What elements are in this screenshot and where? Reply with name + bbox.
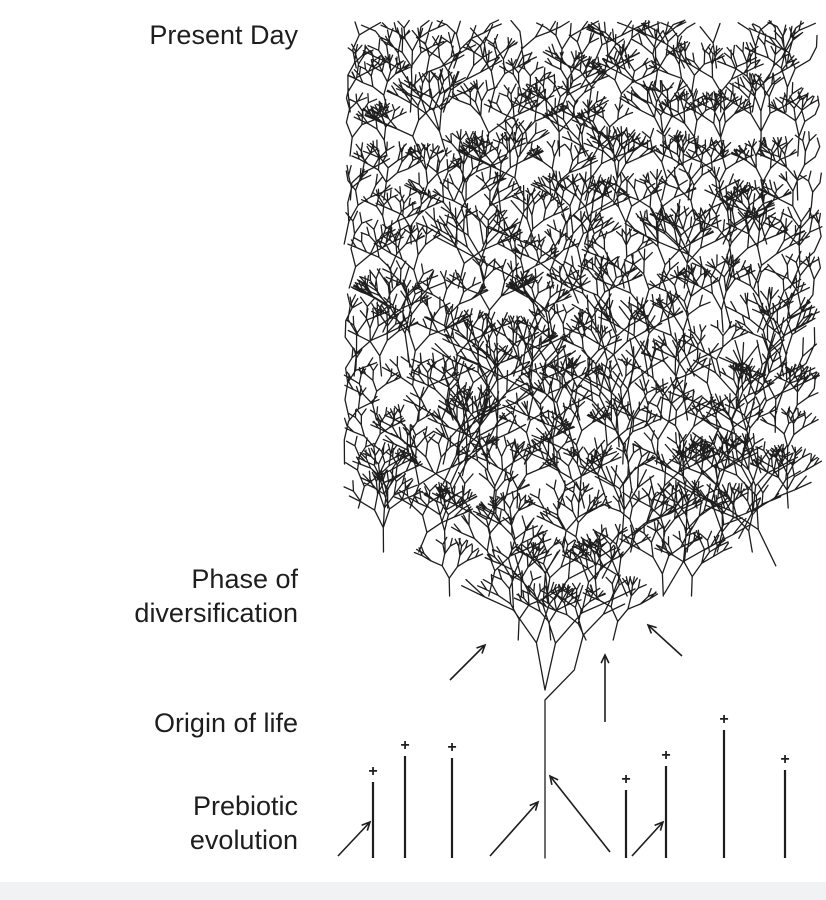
label-prebiotic-line-1: Prebiotic [192, 791, 298, 821]
label-phase-of-diversification: Phase of diversification [134, 562, 298, 630]
extinction-marker: + [400, 737, 409, 754]
label-present-day: Present Day [149, 18, 298, 52]
arrowhead [476, 643, 487, 654]
prebiotic-lineages [371, 730, 787, 858]
arrow [489, 801, 539, 857]
footer-band [0, 882, 826, 900]
extinction-markers: + + + + + + + [368, 711, 789, 788]
arrow [647, 624, 683, 657]
extinction-marker: + [661, 747, 670, 764]
branch-network [343, 19, 823, 859]
extinction-marker: + [447, 739, 456, 756]
label-origin-of-life: Origin of life [154, 706, 298, 740]
label-phase-line-1: Phase of [191, 564, 298, 594]
arrow [549, 775, 611, 853]
extinction-marker: + [719, 711, 728, 728]
extinction-marker: + [780, 751, 789, 768]
label-origin-text: Origin of life [153, 708, 298, 738]
arrowhead [548, 774, 559, 785]
tree-branches [343, 19, 823, 859]
arrow [449, 644, 486, 681]
extinction-marker: + [368, 763, 377, 780]
arrowhead [600, 653, 610, 664]
arrows [337, 623, 683, 857]
arrowhead [529, 800, 540, 811]
label-prebiotic-evolution: Prebiotic evolution [190, 789, 298, 857]
arrow [631, 821, 664, 857]
label-present-day-text: Present Day [149, 20, 298, 50]
label-phase-line-2: diversification [134, 598, 298, 628]
label-prebiotic-line-2: evolution [189, 825, 298, 855]
extinction-marker: + [621, 771, 630, 788]
arrowhead [646, 623, 657, 634]
arrowhead [361, 820, 372, 831]
arrow [337, 821, 371, 857]
arrowhead [654, 820, 665, 831]
